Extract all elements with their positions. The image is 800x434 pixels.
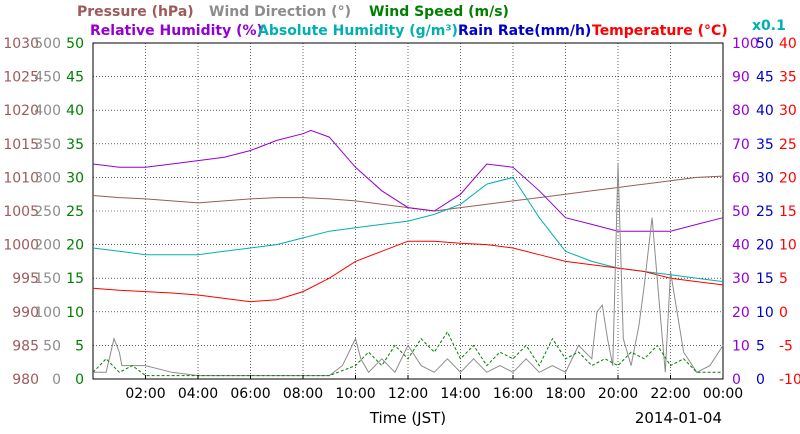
legend-pressure: Pressure (hPa) [77,4,194,20]
y-tick-label-rh: 70 [732,137,750,153]
legend-wind-speed: Wind Speed (m/s) [369,4,509,20]
x-tick-label: 02:00 [125,386,165,402]
y-tick-label-wind-speed: 10 [66,305,84,321]
y-tick-label-rain: 0 [756,372,765,388]
y-tick-label-wind-dir: 50 [43,338,61,354]
x-tick-label: 14:00 [440,386,480,402]
series-relative-humidity [92,129,724,232]
x-axis: 02:00 04:00 06:00 08:00 10:00 12:00 14:00 16:00… [125,375,743,402]
series-wind-speed [92,330,723,377]
y-tick-label-wind-speed: 25 [66,204,84,220]
y-tick-label-wind-dir: 350 [34,137,61,153]
y-tick-label-rh: 30 [732,271,750,287]
legend: Pressure (hPa) Wind Direction (°) Wind S… [77,4,786,39]
legend-wind-direction: Wind Direction (°) [209,4,351,20]
x-tick-label: 08:00 [283,386,323,402]
x-tick-label: 04:00 [178,386,218,402]
y-tick-label-wind-speed: 35 [66,137,84,153]
y-tick-label-pressure: 1020 [3,103,39,119]
x-tick-label: 10:00 [335,386,375,402]
x-tick-label: 00:00 [703,386,743,402]
y-axes: 1030102510201015101010051000995990985980… [3,36,800,388]
y-tick-label-pressure: 990 [12,305,39,321]
x-tick-label: 20:00 [598,386,638,402]
y-tick-label-wind-speed: 40 [66,103,84,119]
x-tick-label: 16:00 [493,386,533,402]
y-tick-label-wind-speed: 20 [66,238,84,254]
x-tick-label: 22:00 [650,386,690,402]
y-tick-label-rain: 5 [756,338,765,354]
y-tick-label-pressure: 1030 [3,36,39,52]
y-tick-label-pressure: 985 [12,338,39,354]
y-tick-label-wind-speed: 50 [66,36,84,52]
y-tick-label-wind-speed: 5 [75,338,84,354]
y-tick-label-rain: 40 [756,103,774,119]
y-tick-label-temp: 20 [779,170,797,186]
y-tick-label-rain: 45 [756,70,774,86]
y-tick-label-temp: 0 [779,305,788,321]
y-tick-label-temp: 30 [779,103,797,119]
x-axis-label: Time (JST) [369,409,446,427]
y-tick-label-rh: 100 [732,36,759,52]
legend-absolute-humidity-multiplier: x0.1 [752,18,786,34]
y-tick-label-wind-speed: 30 [66,170,84,186]
y-tick-label-rh: 10 [732,338,750,354]
y-tick-label-temp: 35 [779,70,797,86]
y-tick-label-temp: 5 [779,271,788,287]
y-tick-label-pressure: 1005 [3,204,39,220]
y-tick-label-wind-dir: 100 [34,305,61,321]
y-tick-label-temp: 40 [779,36,797,52]
y-tick-label-rain: 50 [756,36,774,52]
y-tick-label-rain: 35 [756,137,774,153]
y-tick-label-pressure: 1010 [3,170,39,186]
y-tick-label-rh: 90 [732,70,750,86]
chart-grid [93,43,723,379]
y-tick-label-pressure: 1000 [3,238,39,254]
y-tick-label-wind-dir: 250 [34,204,61,220]
plot-series [92,129,724,377]
legend-relative-humidity: Relative Humidity (%) [90,23,263,39]
y-tick-label-rain: 10 [756,305,774,321]
y-tick-label-wind-dir: 400 [34,103,61,119]
y-tick-label-rain: 25 [756,204,774,220]
chart-date: 2014-01-04 [635,409,722,427]
y-tick-label-wind-speed: 45 [66,70,84,86]
y-tick-label-temp: 25 [779,137,797,153]
y-tick-label-temp: 10 [779,238,797,254]
y-tick-label-wind-dir: 200 [34,238,61,254]
y-tick-label-pressure: 995 [12,271,39,287]
y-tick-label-rain: 30 [756,170,774,186]
y-tick-label-wind-dir: 500 [34,36,61,52]
y-tick-label-temp: 15 [779,204,797,220]
legend-rain-rate: Rain Rate(mm/h) [458,23,591,39]
y-tick-label-rain: 15 [756,271,774,287]
y-tick-label-wind-dir: 300 [34,170,61,186]
x-tick-label: 06:00 [230,386,270,402]
y-tick-label-wind-dir: 0 [52,372,61,388]
series-temperature [92,240,724,303]
y-tick-label-rh: 0 [732,372,741,388]
y-tick-label-temp: -10 [779,372,800,388]
y-tick-label-wind-speed: 0 [75,372,84,388]
x-tick-label: 18:00 [545,386,585,402]
y-tick-label-wind-dir: 450 [34,70,61,86]
y-tick-label-rh: 40 [732,238,750,254]
y-tick-label-rh: 20 [732,305,750,321]
x-tick-label: 12:00 [388,386,428,402]
y-tick-label-rh: 60 [732,170,750,186]
y-tick-label-pressure: 1015 [3,137,39,153]
y-tick-label-wind-speed: 15 [66,271,84,287]
legend-absolute-humidity: Absolute Humidity (g/m³) [258,23,458,39]
y-tick-label-rh: 80 [732,103,750,119]
series-wind-direction [93,163,724,377]
y-tick-label-rh: 50 [732,204,750,220]
y-tick-label-temp: -5 [779,338,793,354]
y-tick-label-pressure: 980 [12,372,39,388]
y-tick-label-wind-dir: 150 [34,271,61,287]
legend-temperature: Temperature (°C) [592,23,728,39]
y-tick-label-pressure: 1025 [3,70,39,86]
y-tick-label-rain: 20 [756,238,774,254]
